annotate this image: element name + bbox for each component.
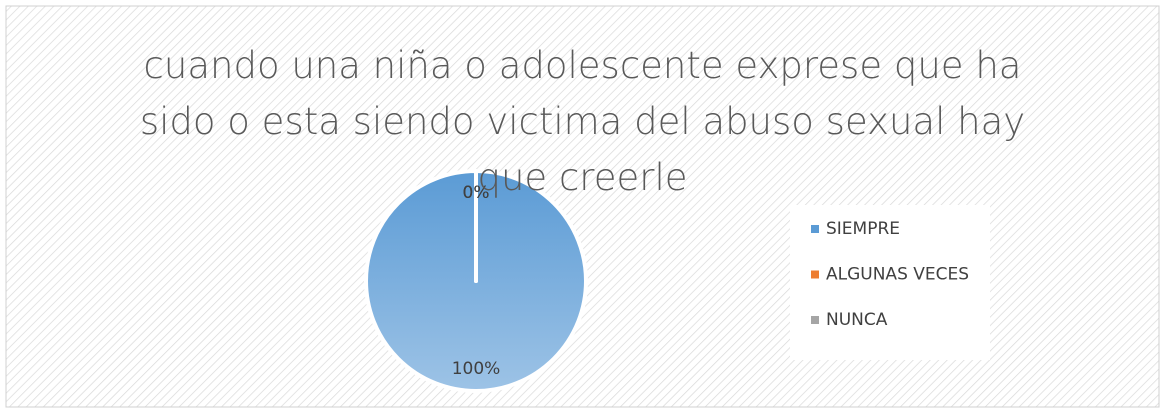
legend-marker xyxy=(811,270,819,279)
data-label: 0% xyxy=(463,183,490,203)
legend-label: SIEMPRE xyxy=(826,219,900,239)
legend-label: NUNCA xyxy=(826,310,888,330)
data-label: 100% xyxy=(452,359,501,379)
data-label: 0% xyxy=(463,183,490,203)
legend-label: ALGUNAS VECES xyxy=(826,265,969,285)
legend-marker xyxy=(811,225,819,233)
legend-marker xyxy=(811,316,819,324)
chart-title: cuando una niña o adolescente exprese qu… xyxy=(139,44,1026,199)
legend-box xyxy=(790,205,990,360)
